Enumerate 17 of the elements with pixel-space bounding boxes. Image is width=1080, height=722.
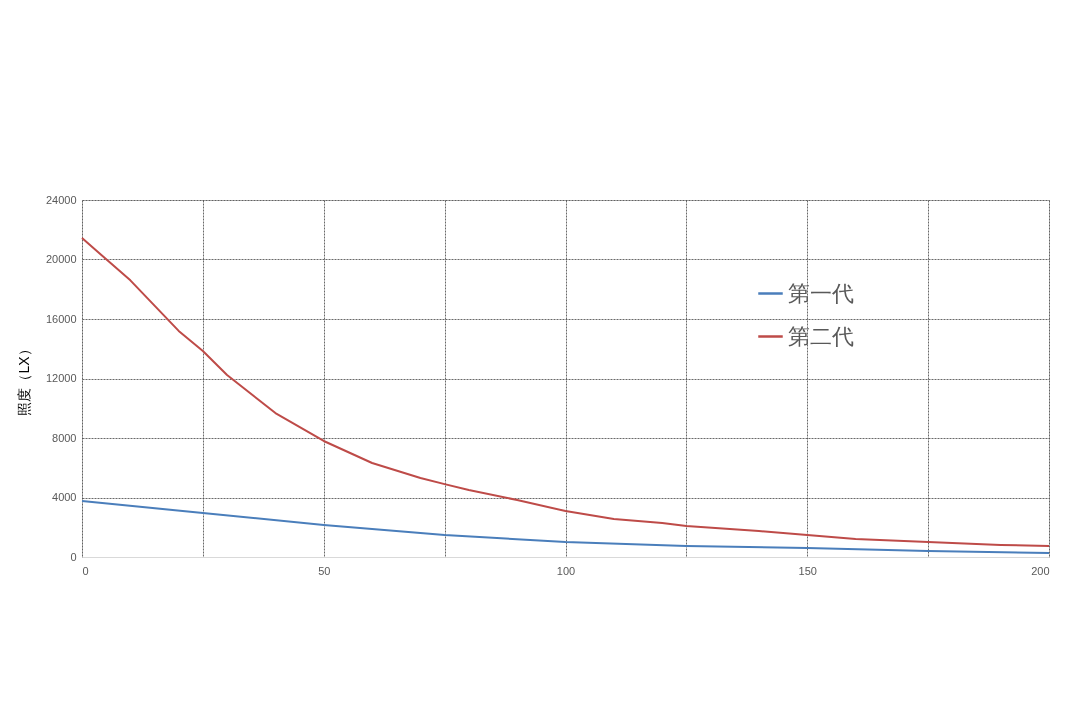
y-tick-label: 16000 [45,312,77,325]
y-tick-label: 20000 [45,253,77,265]
line-series [81,237,1050,547]
y-tick-label: 4000 [52,491,77,503]
x-tick-label: 100 [556,564,576,577]
legend-label: 第一代 [788,280,854,306]
y-tick-label: 24000 [45,193,77,206]
y-tick-label: 8000 [52,431,77,444]
y-axis-title: 照度（LX） [15,342,32,416]
x-tick-label: 50 [318,564,331,577]
y-tick-label: 0 [70,550,77,563]
y-tick-label: 12000 [45,372,77,384]
x-tick-label: 200 [1031,564,1050,577]
line-series [81,500,1050,554]
x-tick-label: 150 [798,564,817,577]
legend-label: 第二代 [788,323,854,349]
x-tick-label: 0 [82,564,89,577]
